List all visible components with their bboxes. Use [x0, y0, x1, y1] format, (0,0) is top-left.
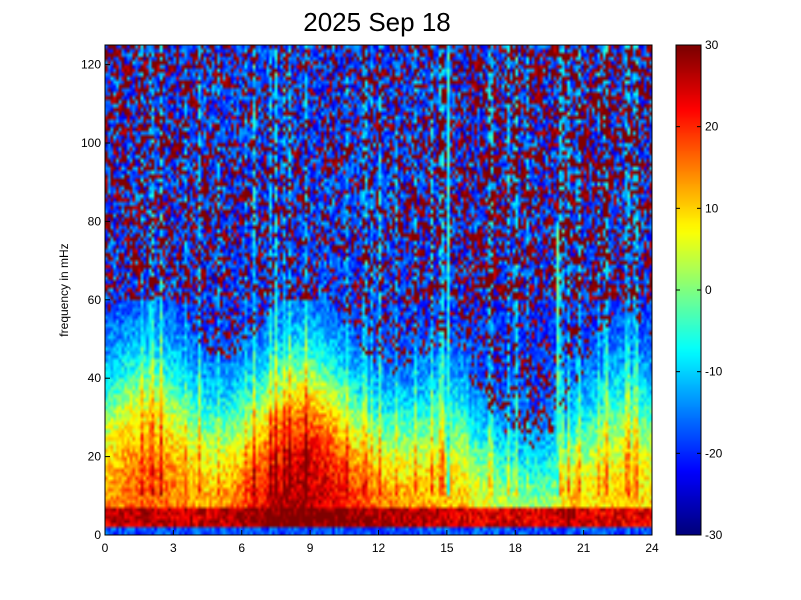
- x-tick-label: 15: [440, 541, 454, 555]
- colorbar-tick-label: -30: [705, 528, 723, 542]
- colorbar-tick-label: -20: [705, 446, 723, 460]
- colorbar-tick-label: 0: [705, 283, 712, 297]
- x-axis: 0 3 6 9 12 15 18 21 24: [102, 530, 659, 555]
- x-tick-label: 6: [238, 541, 245, 555]
- x-tick-label: 3: [170, 541, 177, 555]
- colorbar-ticks: 30 20 10 0 -10 -20 -30: [676, 38, 723, 542]
- colorbar-tick-label: 30: [705, 38, 719, 52]
- y-tick-label: 20: [88, 450, 102, 464]
- colorbar-tick-label: 20: [705, 120, 719, 134]
- y-tick-label: 100: [81, 136, 101, 150]
- spectrogram-heatmap: [105, 45, 652, 535]
- colorbar-gradient: [676, 45, 701, 535]
- x-tick-label: 0: [102, 541, 109, 555]
- y-tick-label: 40: [88, 371, 102, 385]
- x-tick-label: 12: [372, 541, 386, 555]
- x-tick-label: 21: [577, 541, 591, 555]
- x-tick-label: 18: [509, 541, 523, 555]
- colorbar-tick-label: -10: [705, 365, 723, 379]
- x-tick-label: 9: [307, 541, 314, 555]
- y-tick-label: 60: [88, 293, 102, 307]
- y-axis-label: frequency in mHz: [57, 243, 71, 336]
- chart-title: 2025 Sep 18: [303, 7, 450, 37]
- y-tick-label: 0: [94, 528, 101, 542]
- x-tick-label: 24: [645, 541, 659, 555]
- y-axis: 0 20 40 60 80 100 120: [81, 58, 110, 542]
- heatmap-plot-area: [104, 44, 653, 536]
- y-tick-label: 80: [88, 214, 102, 228]
- colorbar: 30 20 10 0 -10 -20 -30: [675, 38, 723, 542]
- y-tick-label: 120: [81, 58, 101, 72]
- colorbar-tick-label: 10: [705, 201, 719, 215]
